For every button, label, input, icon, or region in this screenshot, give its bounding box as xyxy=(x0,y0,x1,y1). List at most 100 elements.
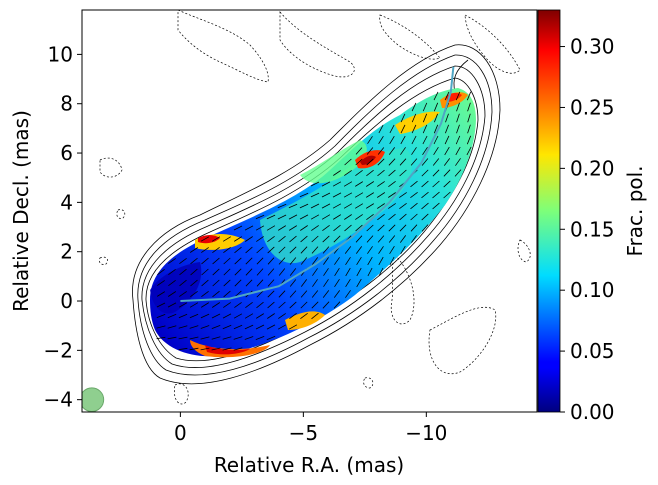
evpa-tick xyxy=(266,335,276,341)
evpa-tick xyxy=(244,324,254,330)
evpa-tick xyxy=(300,312,308,320)
evpa-tick xyxy=(355,214,363,220)
evpa-tick xyxy=(223,279,231,287)
evpa-tick xyxy=(311,312,319,320)
evpa-tick xyxy=(233,324,243,330)
evpa-tick xyxy=(201,290,209,298)
evpa-tick xyxy=(222,336,232,340)
evpa-tick xyxy=(256,236,264,242)
evpa-tick xyxy=(389,256,395,266)
evpa-tick xyxy=(366,158,374,166)
evpa-tick xyxy=(267,268,275,276)
evpa-tick xyxy=(443,158,451,166)
evpa-tick xyxy=(234,246,242,254)
evpa-tick xyxy=(321,214,331,220)
evpa-tick xyxy=(354,192,364,198)
evpa-tick xyxy=(333,235,341,243)
evpa-tick xyxy=(234,268,242,276)
evpa-tick xyxy=(466,146,472,156)
evpa-tick xyxy=(355,169,363,177)
evpa-tick xyxy=(421,158,429,166)
evpa-tick xyxy=(288,203,298,209)
evpa-tick xyxy=(443,191,451,199)
x-axis: 0 −5 −10 xyxy=(174,412,447,445)
y-tick-label: 0 xyxy=(60,289,73,313)
evpa-tick xyxy=(334,267,340,277)
evpa-tick xyxy=(310,214,320,220)
evpa-tick xyxy=(277,214,287,220)
evpa-tick xyxy=(300,257,308,265)
evpa-tick xyxy=(322,290,330,298)
evpa-tick xyxy=(378,256,384,266)
evpa-tick xyxy=(344,246,352,254)
evpa-tick xyxy=(400,124,406,134)
evpa-tick xyxy=(332,181,342,187)
colorbar-gradient xyxy=(537,9,561,413)
evpa-tick xyxy=(411,147,417,155)
evpa-tick xyxy=(288,225,298,231)
evpa-tick xyxy=(345,267,351,277)
colorbar-tick-label: 0.15 xyxy=(570,217,615,241)
evpa-tick xyxy=(354,203,364,209)
evpa-tick xyxy=(245,236,253,242)
evpa-tick xyxy=(167,313,177,319)
evpa-tick xyxy=(389,124,395,134)
evpa-tick xyxy=(332,192,342,198)
evpa-tick xyxy=(255,313,265,319)
evpa-tick xyxy=(277,225,287,231)
evpa-tick xyxy=(366,213,374,221)
evpa-tick xyxy=(399,224,407,232)
evpa-tick xyxy=(422,124,428,134)
evpa-tick xyxy=(378,246,384,254)
evpa-tick xyxy=(244,336,254,340)
evpa-tick xyxy=(168,279,176,287)
evpa-tick xyxy=(201,279,209,287)
evpa-tick xyxy=(156,325,166,329)
evpa-tick xyxy=(455,146,461,156)
evpa-tick xyxy=(223,290,231,298)
evpa-tick xyxy=(200,313,210,319)
evpa-tick xyxy=(289,312,297,320)
evpa-tick xyxy=(356,278,362,288)
evpa-tick xyxy=(278,290,286,298)
evpa-tick xyxy=(289,301,297,309)
evpa-tick xyxy=(233,347,243,351)
evpa-tick xyxy=(311,257,319,265)
evpa-tick xyxy=(344,224,352,232)
evpa-tick xyxy=(267,257,275,265)
evpa-tick xyxy=(167,291,177,297)
evpa-tick xyxy=(255,214,265,220)
evpa-tick xyxy=(300,279,308,287)
evpa-tick xyxy=(278,313,286,319)
evpa-tick xyxy=(234,257,242,265)
evpa-tick xyxy=(245,301,253,309)
evpa-tick xyxy=(189,325,199,329)
evpa-tick xyxy=(190,268,198,276)
evpa-tick xyxy=(223,246,231,254)
evpa-tick xyxy=(179,257,187,265)
evpa-tick xyxy=(288,214,298,220)
evpa-tick xyxy=(367,246,373,254)
x-tick-label: −10 xyxy=(405,421,447,445)
evpa-tick xyxy=(178,347,188,351)
evpa-tick xyxy=(434,113,438,123)
evpa-tick xyxy=(377,235,385,243)
evpa-tick xyxy=(289,268,297,276)
y-axis-label: Relative Decl. (mas) xyxy=(9,110,33,312)
evpa-tick xyxy=(267,313,275,319)
evpa-tick xyxy=(445,113,449,123)
evpa-tick xyxy=(389,135,395,145)
evpa-tick xyxy=(322,301,330,309)
evpa-tick xyxy=(377,169,385,177)
y-tick-label: 6 xyxy=(60,141,73,165)
evpa-tick xyxy=(256,257,264,265)
evpa-tick xyxy=(311,246,319,254)
evpa-tick xyxy=(322,224,330,232)
y-tick-label: 4 xyxy=(60,190,73,214)
evpa-tick xyxy=(211,236,221,242)
evpa-tick xyxy=(311,235,319,243)
evpa-tick xyxy=(234,290,242,298)
evpa-tick xyxy=(256,268,264,276)
evpa-tick xyxy=(377,213,385,221)
